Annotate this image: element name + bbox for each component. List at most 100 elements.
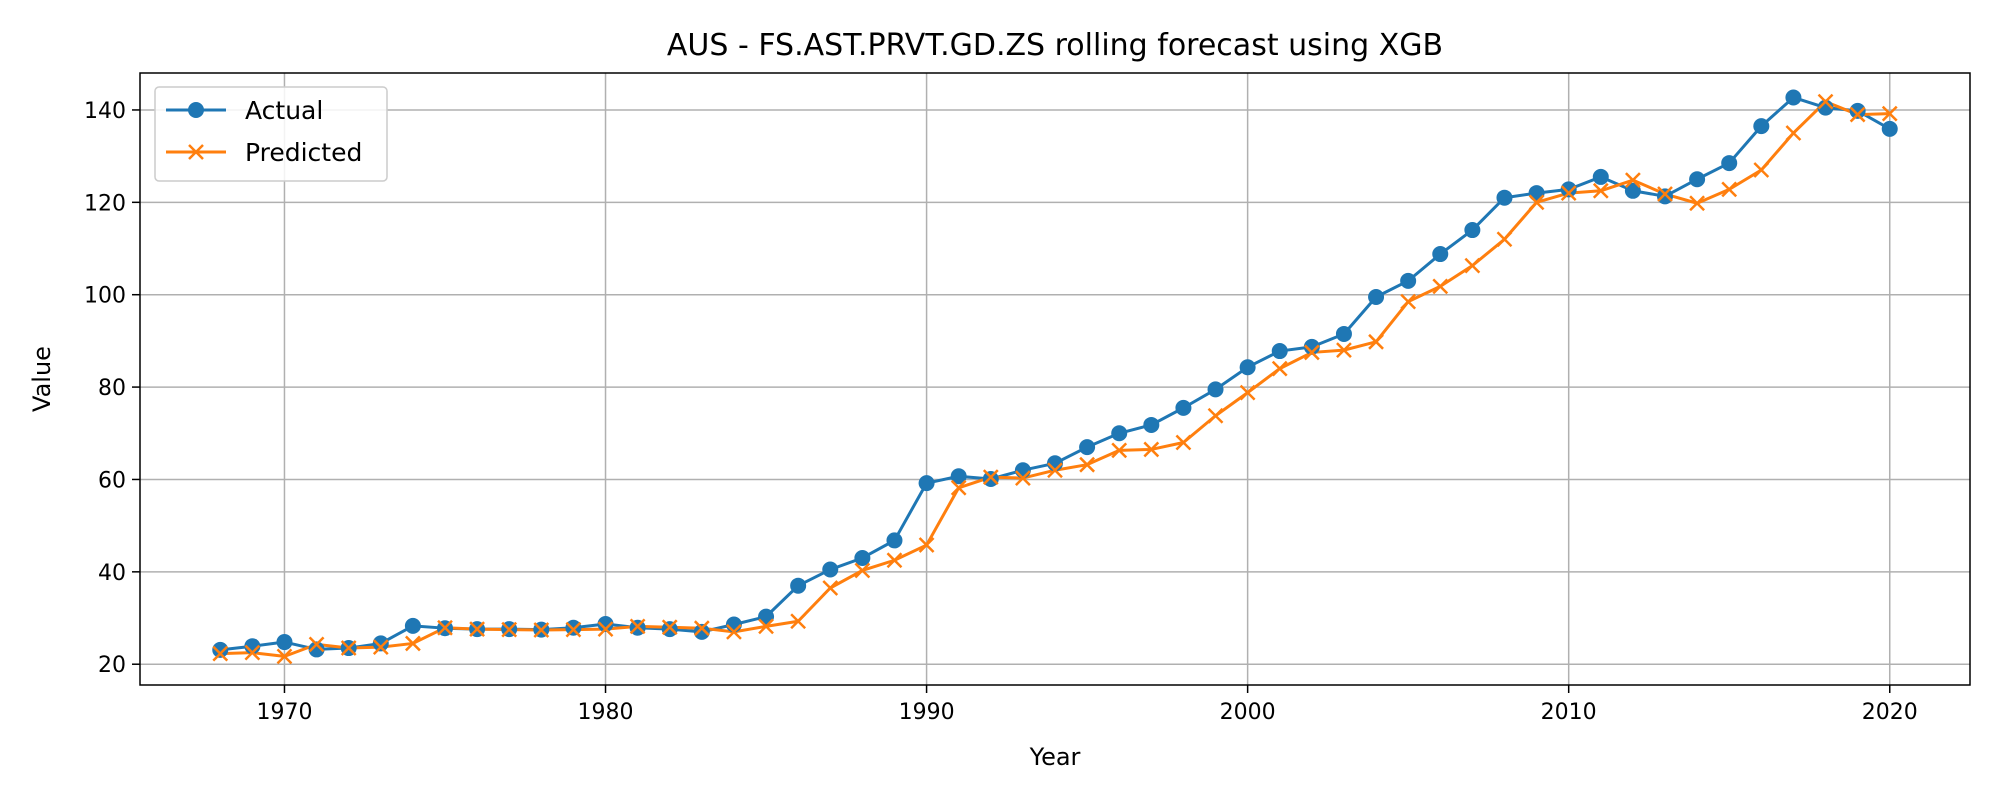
point-actual [1496, 189, 1513, 206]
point-actual [725, 616, 742, 633]
legend-marker-predicted [188, 144, 204, 160]
y-tick-label: 20 [98, 653, 126, 678]
x-tick-label: 1990 [899, 700, 955, 725]
plot-frame [139, 72, 1971, 686]
point-actual [565, 619, 582, 636]
point-predicted [822, 580, 839, 596]
point-predicted [1079, 456, 1095, 473]
point-predicted [1496, 231, 1513, 248]
point-actual [1753, 118, 1770, 135]
point-predicted [533, 622, 550, 638]
point-predicted [661, 619, 678, 636]
point-predicted [340, 640, 357, 656]
x-axis-ticks: 1970 1980 1990 2000 2010 2020 [256, 685, 1918, 725]
point-predicted [1336, 342, 1352, 359]
legend-label-predicted: Predicted [245, 138, 362, 167]
point-predicted [1657, 186, 1673, 202]
point-predicted [1721, 181, 1738, 198]
point-predicted [308, 636, 325, 653]
point-predicted [790, 613, 807, 630]
point-predicted [1432, 278, 1449, 295]
point-actual [1881, 120, 1898, 137]
point-actual [822, 561, 839, 578]
y-tick-label: 60 [98, 468, 126, 493]
y-tick-label: 80 [98, 376, 126, 401]
point-actual [404, 617, 421, 634]
grid-lines [140, 73, 1970, 685]
point-predicted [1111, 442, 1128, 459]
point-predicted [854, 562, 871, 579]
point-predicted [597, 621, 614, 637]
point-actual [1368, 289, 1385, 306]
y-axis-ticks: 20 40 60 80 100 120 140 [84, 99, 140, 678]
y-tick-label: 120 [84, 191, 126, 216]
point-actual [1239, 359, 1256, 376]
point-predicted [469, 621, 485, 637]
point-predicted [1143, 441, 1160, 458]
point-predicted [276, 648, 293, 665]
y-tick-label: 140 [84, 99, 126, 124]
point-actual [1175, 399, 1192, 416]
point-predicted [1047, 462, 1063, 479]
point-predicted [1303, 344, 1320, 361]
point-actual [661, 621, 678, 638]
point-actual [276, 634, 293, 651]
legend: Actual Predicted [154, 86, 388, 182]
chart-title: AUS - FS.AST.PRVT.GD.ZS rolling forecast… [667, 28, 1443, 63]
point-predicted [1881, 105, 1898, 122]
point-predicted [1785, 125, 1802, 141]
point-actual [1721, 155, 1738, 172]
point-predicted [405, 635, 421, 652]
point-predicted [1592, 182, 1609, 199]
x-tick-label: 2010 [1541, 700, 1597, 725]
point-actual [212, 641, 229, 658]
point-actual [854, 549, 871, 566]
point-actual [1849, 102, 1866, 119]
point-actual [1528, 185, 1545, 202]
point-actual [308, 641, 325, 658]
point-actual [1432, 246, 1449, 263]
y-axis-label: Value [28, 346, 56, 412]
point-predicted [1368, 333, 1384, 350]
legend-marker-actual [188, 102, 204, 118]
point-predicted [1464, 257, 1481, 274]
point-predicted [1400, 293, 1417, 310]
point-predicted [726, 623, 742, 640]
point-actual [1400, 272, 1417, 289]
point-actual [1014, 462, 1031, 479]
point-predicted [918, 537, 935, 553]
point-actual [1464, 222, 1481, 239]
point-predicted [1271, 360, 1288, 377]
point-actual [1143, 416, 1160, 433]
point-actual [1207, 381, 1224, 398]
point-actual [1657, 188, 1673, 205]
point-predicted [693, 620, 710, 637]
point-actual [1271, 343, 1288, 360]
point-predicted [629, 618, 646, 635]
legend-x-marker [188, 144, 204, 160]
point-predicted [244, 644, 261, 661]
point-predicted [1528, 194, 1545, 211]
y-tick-label: 100 [84, 284, 126, 309]
point-actual [918, 475, 935, 492]
point-actual [982, 470, 999, 487]
point-actual [1624, 182, 1641, 199]
point-actual [372, 635, 389, 652]
point-predicted [1817, 93, 1834, 110]
point-actual [693, 623, 710, 640]
point-actual [1785, 89, 1802, 106]
point-predicted [950, 479, 967, 496]
y-tick-label: 40 [98, 561, 126, 586]
series-markers [212, 89, 1898, 665]
x-tick-label: 1970 [256, 700, 312, 725]
point-predicted [1175, 434, 1192, 451]
point-actual [790, 577, 807, 594]
point-predicted [1753, 162, 1770, 178]
point-actual [1335, 325, 1352, 342]
point-predicted [501, 621, 518, 638]
x-tick-label: 1980 [578, 700, 634, 725]
point-actual [1689, 171, 1706, 188]
series-line-actual [220, 95, 1891, 652]
point-actual [1817, 99, 1834, 116]
